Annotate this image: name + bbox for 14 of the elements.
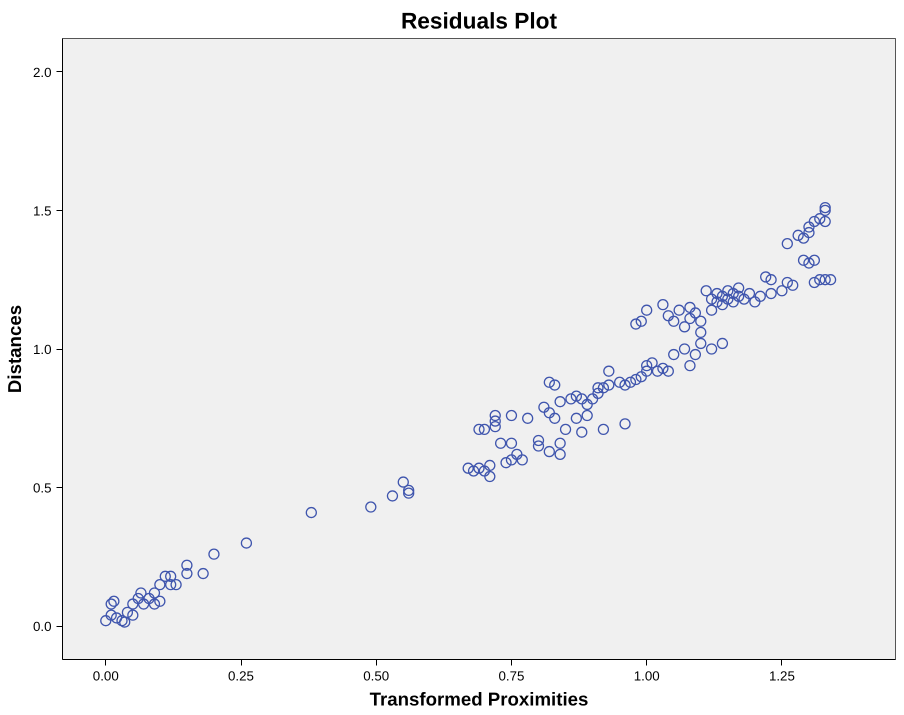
chart-title: Residuals Plot [400, 8, 558, 34]
y-tick-label: 1.5 [32, 203, 52, 218]
x-tick-label: 1.25 [768, 668, 795, 684]
y-tick-label: 0.5 [32, 480, 52, 496]
x-tick-label: 1.00 [634, 668, 660, 684]
x-tick-label: 0.75 [498, 668, 524, 684]
y-tick-label: 1.0 [32, 342, 52, 357]
x-axis-title: Transformed Proximities [370, 688, 588, 710]
y-tick-label: 2.0 [32, 64, 52, 80]
x-tick-label: 0.00 [92, 668, 119, 684]
x-tick-label: 0.50 [363, 668, 390, 684]
y-tick-label: 0.0 [32, 619, 52, 634]
x-tick-label: 0.25 [228, 668, 254, 684]
y-axis-title: Distances [4, 304, 25, 394]
